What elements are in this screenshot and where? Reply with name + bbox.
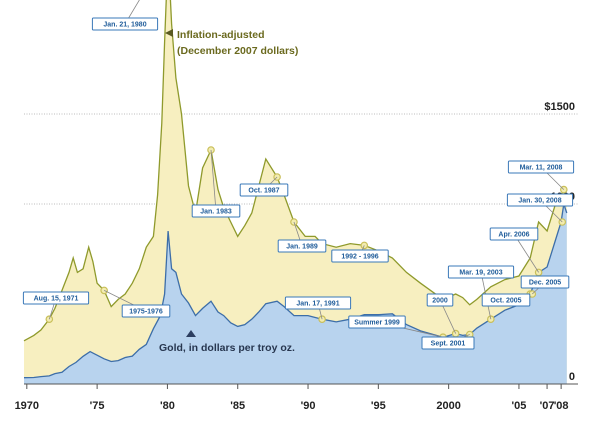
- annotation-label: Apr. 2006: [498, 232, 529, 239]
- annotation-label: 2000: [432, 298, 448, 305]
- inflation-series-label: Inflation-adjusted: [177, 29, 265, 41]
- annotation-callout: 1975-1976: [103, 290, 171, 318]
- annotation-callout: 1992 - 1996: [331, 245, 389, 263]
- annotation-box: [506, 193, 574, 207]
- y-tick-label: $1500: [544, 101, 575, 113]
- annotation-callout: Apr. 2006: [489, 227, 539, 273]
- annotation-label: Mar. 19, 2003: [459, 270, 502, 277]
- annotation-callout: Mar. 19, 2003: [447, 265, 515, 320]
- annotation-callout: Jan. 30, 2008: [506, 193, 574, 223]
- annotation-box: [489, 227, 539, 241]
- annotation-label: Aug. 15, 1971: [34, 296, 79, 303]
- annotation-callout: Aug. 15, 1971: [22, 291, 90, 320]
- annotation-label: Sept. 2001: [431, 341, 466, 348]
- annotation-callout: Sept. 2001: [421, 334, 475, 350]
- series-pointer-icon: [165, 29, 173, 37]
- x-tick-label: '90: [301, 400, 316, 412]
- x-tick-label: '07: [540, 400, 555, 412]
- x-tick-label: '85: [230, 400, 245, 412]
- annotation-label: Oct. 2005: [490, 298, 521, 305]
- annotation-box: [121, 304, 171, 318]
- annotation-label: Jan. 17, 1991: [296, 301, 339, 308]
- annotation-box: [421, 336, 475, 350]
- x-tick-label: '75: [90, 400, 105, 412]
- inflation-series-label: (December 2007 dollars): [177, 45, 298, 57]
- annotation-leader: [124, 0, 140, 25]
- annotation-box: [447, 265, 515, 279]
- series-area-0: [24, 0, 567, 384]
- annotation-callout: Jan. 1989: [277, 221, 327, 253]
- annotation-callout: Oct. 2005: [481, 293, 531, 307]
- annotation-label: Summer 1999: [354, 320, 400, 327]
- area-layer: [23, 0, 568, 384]
- annotation-marker: [100, 286, 108, 295]
- annotation-label: Jan. 21, 1980: [103, 22, 146, 29]
- series-pointer-icon: [186, 330, 196, 337]
- y-tick-label: 0: [569, 371, 575, 383]
- annotation-box: [191, 204, 241, 218]
- annotation-box: [520, 275, 570, 289]
- annotation-box: [239, 183, 289, 197]
- annotation-leader: [210, 149, 217, 212]
- annotation-label: Jan. 1989: [286, 244, 318, 251]
- annotation-label: Jan. 30, 2008: [518, 198, 561, 205]
- x-tick-label: '08: [554, 400, 569, 412]
- annotation-box: [284, 296, 352, 310]
- annotation-label: 1975-1976: [129, 309, 163, 316]
- annotation-box: [91, 17, 159, 31]
- gold-series-label: Gold, in dollars per troy oz.: [159, 342, 295, 354]
- annotation-label: Mar. 11, 2008: [520, 165, 563, 172]
- annotation-callout: Dec. 2005: [520, 275, 570, 295]
- annotation-box: [22, 291, 90, 305]
- annotation-label: Jan. 1983: [200, 209, 232, 216]
- x-tick-label: '80: [160, 400, 175, 412]
- annotation-box: [426, 293, 454, 307]
- annotation-callout: Mar. 11, 2008: [507, 160, 575, 190]
- annotation-box: [481, 293, 531, 307]
- x-tick-label: 1970: [15, 400, 39, 412]
- annotation-box: [331, 249, 389, 263]
- annotation-label: 1992 - 1996: [341, 254, 378, 261]
- annotation-callout: Oct. 1987: [239, 176, 289, 197]
- x-tick-label: '95: [371, 400, 386, 412]
- annotation-callout: Jan. 1983: [191, 149, 241, 218]
- annotation-callout: Summer 1999: [348, 315, 444, 338]
- annotation-callout: Jan. 21, 1980: [91, 0, 159, 31]
- annotation-box: [348, 315, 406, 329]
- grid-layer: [24, 113, 578, 205]
- annotation-callout: Jan. 17, 1991: [284, 296, 352, 320]
- annotation-label: Dec. 2005: [529, 280, 561, 287]
- x-tick-label: 2000: [436, 400, 460, 412]
- x-tick-label: '05: [512, 400, 527, 412]
- annotation-label: Oct. 1987: [248, 188, 279, 195]
- series-label-layer: Inflation-adjusted (December 2007 dollars…: [159, 29, 298, 354]
- annotation-callout: 2000: [426, 293, 457, 334]
- series-line-1: [23, 203, 568, 379]
- annotation-box: [507, 160, 575, 174]
- annotation-box: [277, 239, 327, 253]
- callout-layer: Jan. 21, 1980 Aug. 15, 1971 1975-1976 Jan. …: [22, 0, 575, 350]
